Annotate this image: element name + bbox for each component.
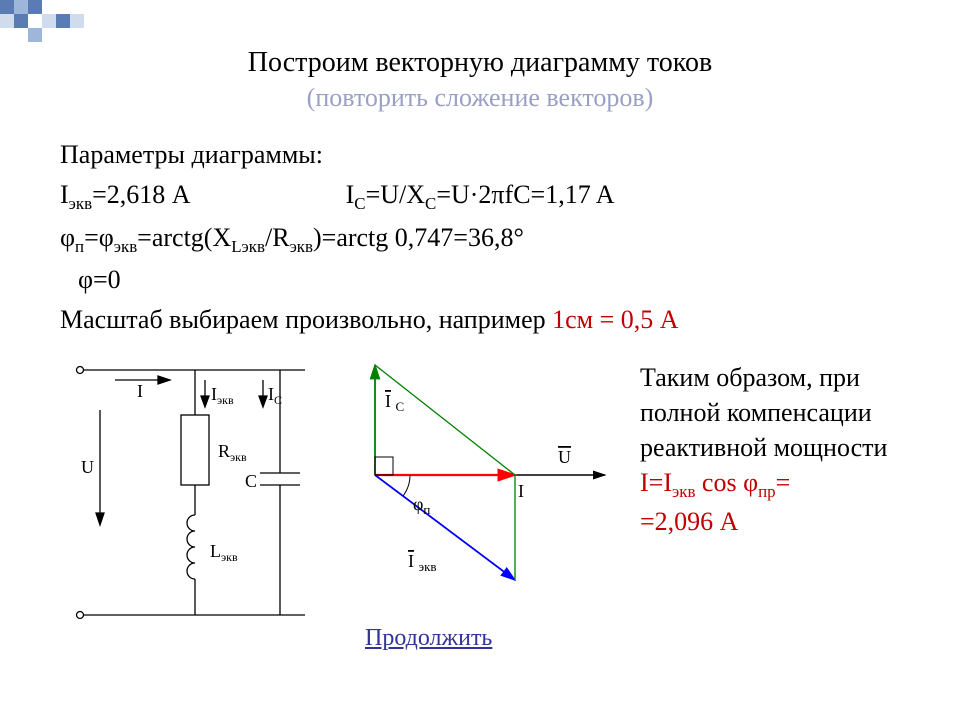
params-row4: Масштаб выбираем произвольно, например 1…: [60, 300, 920, 340]
parameters-block: Параметры диаграммы: Iэкв=2,618 A IC=U/X…: [60, 135, 920, 341]
params-row2: φп=φэкв=arctg(XLэкв/Rэкв)=arctg 0,747=36…: [60, 218, 920, 260]
conclusion-formula1: I=Iэкв cos φпр=: [640, 468, 790, 497]
svg-text:Rэкв: Rэкв: [218, 441, 247, 464]
conclusion-formula2: =2,096 А: [640, 507, 738, 536]
svg-text:C: C: [245, 471, 257, 491]
svg-text:U: U: [81, 457, 94, 477]
svg-text:I: I: [518, 481, 524, 501]
title-line2: (повторить сложение векторов): [0, 81, 960, 115]
scale-value: 1см = 0,5 A: [552, 305, 678, 334]
svg-text:I: I: [137, 381, 143, 401]
title: Построим векторную диаграмму токов (повт…: [0, 0, 960, 115]
svg-text:I экв: I экв: [408, 551, 437, 574]
svg-text:I C: I C: [385, 391, 404, 414]
scale-label: Масштаб выбираем произвольно, например: [60, 305, 552, 334]
svg-text:Iэкв: Iэкв: [211, 384, 234, 407]
conclusion-plain: Таким образом, при полной компенсации ре…: [640, 363, 887, 462]
params-heading: Параметры диаграммы:: [60, 135, 920, 175]
svg-text:U: U: [558, 447, 571, 467]
continue-link[interactable]: Продолжить: [365, 625, 492, 652]
diagrams: I Iэкв IC U Rэкв C Lэкв I C U: [55, 345, 615, 635]
circuit-diagram: I Iэкв IC U Rэкв C Lэкв: [55, 345, 335, 635]
vector-diagram: I C U I φп I экв: [340, 345, 615, 605]
conclusion-text: Таким образом, при полной компенсации ре…: [640, 360, 940, 539]
params-row3: φ=0: [60, 260, 920, 300]
svg-text:φп: φп: [413, 494, 430, 517]
corner-decoration: [0, 0, 140, 50]
svg-text:Lэкв: Lэкв: [210, 541, 238, 564]
params-row1: Iэкв=2,618 A IC=U/XC=U·2πfC=1,17 A: [60, 175, 920, 217]
ic-value: IC=U/XC=U·2πfC=1,17 A: [346, 175, 615, 217]
iekv-value: Iэкв=2,618 A: [60, 180, 189, 209]
title-line1: Построим векторную диаграмму токов: [0, 45, 960, 81]
